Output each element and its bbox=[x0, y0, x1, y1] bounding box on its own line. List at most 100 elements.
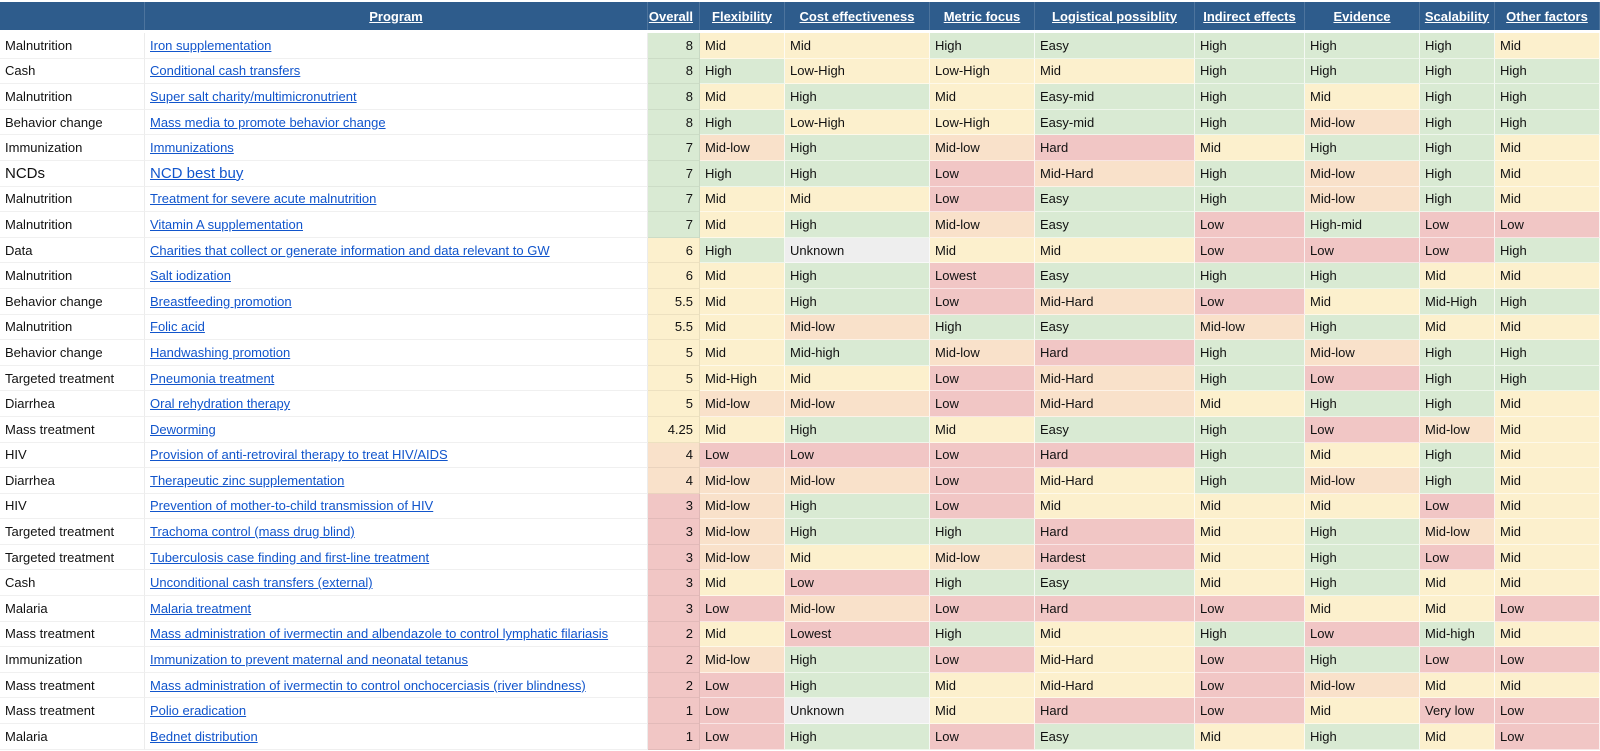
cost-cell: High bbox=[785, 647, 930, 673]
other-cell: Mid bbox=[1495, 263, 1600, 289]
indirect-cell: Low bbox=[1195, 672, 1305, 699]
column-header-indirect[interactable]: Indirect effects bbox=[1195, 2, 1305, 30]
program-link[interactable]: Pneumonia treatment bbox=[150, 370, 275, 386]
program-link[interactable]: Mass administration of ivermectin and al… bbox=[150, 626, 609, 642]
program-link[interactable]: Vitamin A supplementation bbox=[150, 216, 303, 232]
other-cell: Low bbox=[1495, 212, 1600, 238]
metric-cell: Mid-low bbox=[930, 212, 1035, 238]
other-cell: Mid bbox=[1495, 314, 1600, 341]
flexibility-cell: Low bbox=[700, 442, 785, 469]
program-link[interactable]: Unconditional cash transfers (external) bbox=[150, 575, 373, 591]
program-link[interactable]: Folic acid bbox=[150, 319, 205, 335]
program-cell: Salt iodization bbox=[145, 263, 648, 289]
program-cell: Mass administration of ivermectin and al… bbox=[145, 621, 648, 648]
table-row: Targeted treatment Tuberculosis case fin… bbox=[0, 544, 1600, 571]
cost-cell: Lowest bbox=[785, 621, 930, 648]
flexibility-cell: Mid bbox=[700, 84, 785, 110]
logistical-cell: Hard bbox=[1035, 698, 1195, 725]
logistical-cell: Easy bbox=[1035, 212, 1195, 238]
program-link[interactable]: Iron supplementation bbox=[150, 37, 272, 53]
program-link[interactable]: Mass administration of ivermectin to con… bbox=[150, 677, 586, 693]
evidence-cell: Mid-low bbox=[1305, 160, 1420, 187]
category-cell: Malaria bbox=[0, 724, 145, 750]
program-cell: Provision of anti-retroviral therapy to … bbox=[145, 442, 648, 469]
evidence-cell: High bbox=[1305, 544, 1420, 571]
metric-cell: Mid bbox=[930, 84, 1035, 110]
program-link[interactable]: Deworming bbox=[150, 421, 216, 437]
category-cell: Malnutrition bbox=[0, 84, 145, 110]
overall-score-cell: 7 bbox=[648, 135, 700, 161]
other-cell: Mid bbox=[1495, 570, 1600, 597]
column-header-evidence[interactable]: Evidence bbox=[1305, 2, 1420, 30]
scalability-cell: High bbox=[1420, 33, 1495, 59]
table-row: Mass treatment Polio eradication 1 Low Un… bbox=[0, 698, 1600, 725]
metric-cell: High bbox=[930, 570, 1035, 597]
program-link[interactable]: Immunization to prevent maternal and neo… bbox=[150, 652, 468, 668]
program-link[interactable]: Mass media to promote behavior change bbox=[150, 114, 386, 130]
evidence-cell: High-mid bbox=[1305, 212, 1420, 238]
column-header-metric[interactable]: Metric focus bbox=[930, 2, 1035, 30]
category-cell: Diarrhea bbox=[0, 391, 145, 417]
column-header-logistical[interactable]: Logistical possiblity bbox=[1035, 2, 1195, 30]
flexibility-cell: Mid bbox=[700, 416, 785, 443]
column-header-scalability[interactable]: Scalability bbox=[1420, 2, 1495, 30]
program-link[interactable]: Immunizations bbox=[150, 140, 234, 156]
program-link[interactable]: Malaria treatment bbox=[150, 600, 252, 616]
flexibility-cell: Low bbox=[700, 596, 785, 622]
program-link[interactable]: NCD best buy bbox=[150, 164, 244, 182]
scalability-cell: High bbox=[1420, 391, 1495, 417]
logistical-cell: Hard bbox=[1035, 596, 1195, 622]
program-link[interactable]: Charities that collect or generate infor… bbox=[150, 242, 550, 258]
scalability-cell: Mid-high bbox=[1420, 621, 1495, 648]
program-link[interactable]: Polio eradication bbox=[150, 703, 247, 719]
cost-cell: Mid-high bbox=[785, 340, 930, 366]
overall-score-cell: 5.5 bbox=[648, 314, 700, 341]
column-header-other[interactable]: Other factors bbox=[1495, 2, 1600, 30]
program-link[interactable]: Therapeutic zinc supplementation bbox=[150, 472, 345, 488]
program-link[interactable]: Breastfeeding promotion bbox=[150, 293, 292, 309]
program-cell: Malaria treatment bbox=[145, 596, 648, 622]
program-link[interactable]: Tuberculosis case finding and first-line… bbox=[150, 549, 430, 565]
category-cell: HIV bbox=[0, 493, 145, 520]
program-link[interactable]: Prevention of mother-to-child transmissi… bbox=[150, 498, 434, 514]
program-link[interactable]: Super salt charity/multimicronutrient bbox=[150, 88, 357, 104]
indirect-cell: Mid bbox=[1195, 135, 1305, 161]
program-cell: Oral rehydration therapy bbox=[145, 391, 648, 417]
program-link[interactable]: Handwashing promotion bbox=[150, 344, 291, 360]
indirect-cell: High bbox=[1195, 109, 1305, 136]
metric-cell: Low bbox=[930, 493, 1035, 520]
program-link[interactable]: Provision of anti-retroviral therapy to … bbox=[150, 447, 448, 463]
other-cell: Mid bbox=[1495, 519, 1600, 545]
program-cell: Tuberculosis case finding and first-line… bbox=[145, 544, 648, 571]
column-header-overall[interactable]: Overall bbox=[648, 2, 700, 30]
overall-score-cell: 6 bbox=[648, 263, 700, 289]
logistical-cell: Mid-Hard bbox=[1035, 672, 1195, 699]
program-link[interactable]: Oral rehydration therapy bbox=[150, 396, 291, 412]
program-link[interactable]: Bednet distribution bbox=[150, 728, 258, 744]
program-link[interactable]: Conditional cash transfers bbox=[150, 63, 301, 79]
flexibility-cell: High bbox=[700, 58, 785, 85]
column-header-label: Overall bbox=[648, 8, 693, 24]
column-header-program[interactable]: Program bbox=[145, 2, 648, 30]
table-row: Malnutrition Salt iodization 6 Mid High Lo… bbox=[0, 263, 1600, 289]
overall-score-cell: 1 bbox=[648, 698, 700, 725]
column-header-label: Logistical possiblity bbox=[1052, 8, 1177, 24]
program-link[interactable]: Treatment for severe acute malnutrition bbox=[150, 191, 377, 207]
table-row: Malnutrition Vitamin A supplementation 7… bbox=[0, 212, 1600, 238]
indirect-cell: Mid bbox=[1195, 570, 1305, 597]
flexibility-cell: Mid bbox=[700, 212, 785, 238]
column-header-flexibility[interactable]: Flexibility bbox=[700, 2, 785, 30]
evidence-cell: High bbox=[1305, 135, 1420, 161]
evidence-cell: Mid bbox=[1305, 698, 1420, 725]
program-link[interactable]: Salt iodization bbox=[150, 268, 231, 284]
column-header-cost[interactable]: Cost effectiveness bbox=[785, 2, 930, 30]
logistical-cell: Hard bbox=[1035, 519, 1195, 545]
program-link[interactable]: Trachoma control (mass drug blind) bbox=[150, 524, 355, 540]
column-header-label: Evidence bbox=[1333, 8, 1391, 24]
metric-cell: High bbox=[930, 621, 1035, 648]
cost-cell: High bbox=[785, 135, 930, 161]
cost-cell: Mid-low bbox=[785, 391, 930, 417]
other-cell: High bbox=[1495, 340, 1600, 366]
category-cell: Diarrhea bbox=[0, 468, 145, 494]
